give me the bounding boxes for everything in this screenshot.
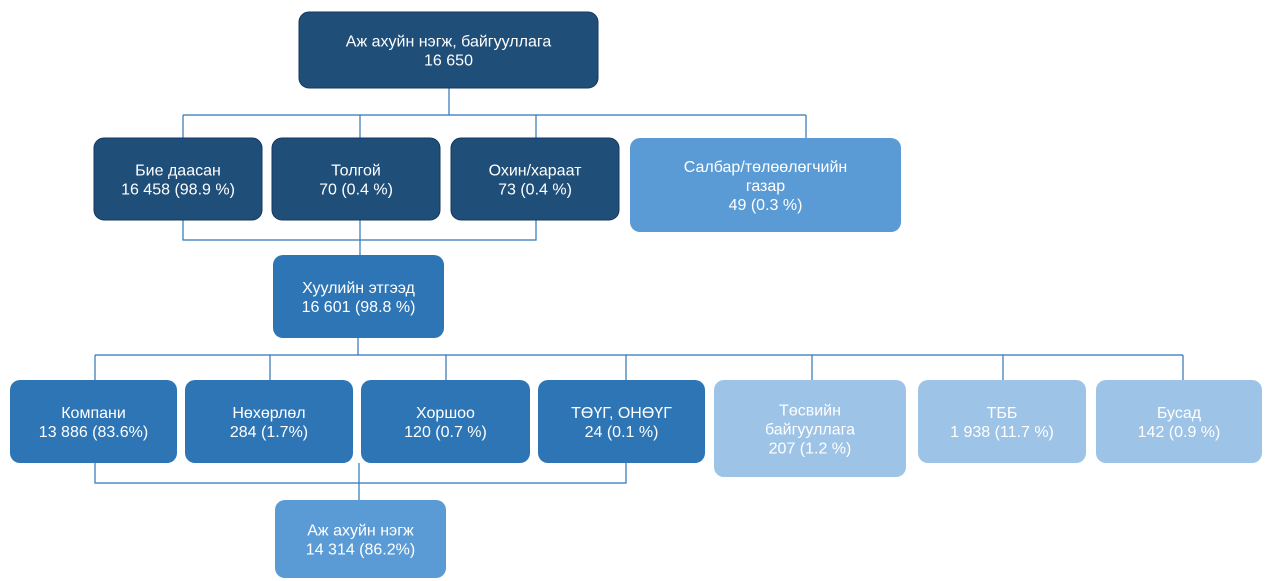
node-box bbox=[361, 380, 530, 463]
node-label: 16 601 (98.8 %) bbox=[302, 299, 416, 316]
node-label: 24 (0.1 %) bbox=[585, 424, 659, 441]
node-box bbox=[271, 137, 441, 221]
node-box bbox=[185, 380, 353, 463]
node-box bbox=[298, 11, 599, 89]
node: Салбар/төлөөлөгчийн газар 49 (0.3 %) bbox=[630, 138, 901, 232]
node-label: 284 (1.7%) bbox=[230, 424, 308, 441]
node-label: ТӨҮГ, ОНӨҮГ bbox=[571, 405, 672, 422]
node-label: 49 (0.3 %) bbox=[729, 197, 803, 214]
node-label: Бие даасан bbox=[135, 163, 221, 180]
node: Аж ахуйн нэгж, байгууллага 16 650 bbox=[298, 11, 599, 89]
node-box bbox=[918, 380, 1086, 463]
connectors bbox=[94, 88, 1184, 500]
node-label: Охин/хараат bbox=[489, 163, 583, 180]
connector bbox=[94, 338, 1184, 380]
node-label: 1 938 (11.7 %) bbox=[950, 424, 1054, 441]
node-label: 73 (0.4 %) bbox=[498, 182, 572, 199]
node-label: Салбар/төлөөлөгчийн bbox=[684, 159, 847, 176]
node-label: Аж ахуйн нэгж, байгууллага bbox=[346, 34, 552, 51]
connector bbox=[94, 463, 627, 500]
node-box bbox=[630, 138, 901, 232]
connector bbox=[182, 220, 537, 255]
node-label: 16 458 (98.9 %) bbox=[121, 182, 235, 199]
node-label: 207 (1.2 %) bbox=[769, 441, 852, 458]
connector bbox=[182, 88, 807, 138]
node-label: Нөхөрлөл bbox=[232, 405, 305, 422]
node: Нөхөрлөл 284 (1.7%) bbox=[185, 380, 353, 463]
node-label: Төсвийн bbox=[779, 403, 841, 420]
node: Хоршоо 120 (0.7 %) bbox=[361, 380, 530, 463]
node: Аж ахуйн нэгж 14 314 (86.2%) bbox=[275, 500, 446, 578]
node-label: 142 (0.9 %) bbox=[1138, 424, 1221, 441]
node: Толгой 70 (0.4 %) bbox=[271, 137, 441, 221]
node-box bbox=[450, 137, 620, 221]
node-label: Аж ахуйн нэгж bbox=[307, 523, 414, 540]
node-label: 13 886 (83.6%) bbox=[39, 424, 148, 441]
node: Бие даасан 16 458 (98.9 %) bbox=[93, 137, 263, 221]
node-box bbox=[93, 137, 263, 221]
node-box bbox=[10, 380, 177, 463]
node-box bbox=[275, 500, 446, 578]
node-label: 70 (0.4 %) bbox=[319, 182, 393, 199]
node-box bbox=[1096, 380, 1262, 463]
node: ТӨҮГ, ОНӨҮГ 24 (0.1 %) bbox=[538, 380, 705, 463]
node-label: Компани bbox=[61, 405, 126, 422]
node: Төсвийн байгууллага 207 (1.2 %) bbox=[714, 380, 906, 477]
node-label: ТББ bbox=[987, 405, 1018, 422]
node-box bbox=[273, 255, 444, 338]
node-label: Хоршоо bbox=[416, 405, 475, 422]
node-label: байгууллага bbox=[765, 422, 855, 439]
node-label: газар bbox=[746, 178, 785, 195]
node-label: Толгой bbox=[331, 163, 381, 180]
node-box bbox=[538, 380, 705, 463]
node-label: 14 314 (86.2%) bbox=[306, 542, 415, 559]
node-label: 16 650 bbox=[424, 53, 473, 70]
node: ТББ 1 938 (11.7 %) bbox=[918, 380, 1086, 463]
node-label: Хуулийн этгээд bbox=[302, 280, 415, 297]
node: Бусад 142 (0.9 %) bbox=[1096, 380, 1262, 463]
node: Хуулийн этгээд 16 601 (98.8 %) bbox=[273, 255, 444, 338]
node-label: 120 (0.7 %) bbox=[404, 424, 487, 441]
node-label: Бусад bbox=[1157, 405, 1202, 422]
node-box bbox=[714, 380, 906, 477]
node: Охин/хараат 73 (0.4 %) bbox=[450, 137, 620, 221]
node: Компани 13 886 (83.6%) bbox=[10, 380, 177, 463]
